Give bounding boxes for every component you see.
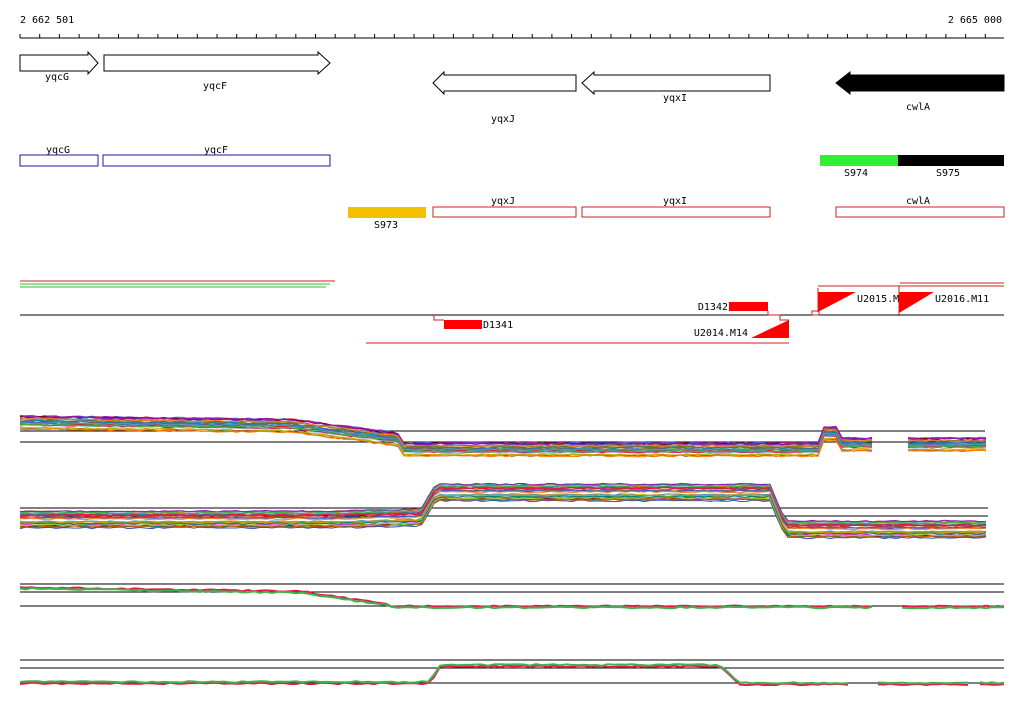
profile-line	[19, 586, 1005, 609]
profile-line	[19, 495, 987, 535]
gene-arrow-cwla[interactable]	[835, 70, 1005, 96]
expression-profile-panel-1	[19, 414, 987, 458]
gene-arrow-label-yqxj: yqxJ	[491, 114, 515, 125]
gene-arrow-yqxi[interactable]	[581, 70, 771, 96]
feature-label-u2014-m14: U2014.M14	[694, 328, 748, 339]
feature-d1342[interactable]	[729, 302, 768, 311]
profile-line	[19, 417, 987, 447]
feature-u2014-m14[interactable]	[751, 320, 789, 338]
segment-label-s974: S974	[844, 168, 868, 179]
profile-line	[19, 494, 986, 534]
plus-gene-label-yqcg: yqcG	[46, 145, 70, 156]
segment-s974[interactable]	[820, 155, 898, 166]
segment-s975[interactable]	[898, 155, 1004, 166]
feature-d1342-connector	[767, 311, 789, 321]
feature-d1341-connector	[433, 315, 444, 321]
profile-line	[19, 421, 987, 451]
gene-arrow-track: yqcG yqcF yqxJ yqxI cwlA	[19, 50, 1005, 125]
minus-gene-box-yqxj[interactable]	[432, 206, 577, 218]
profile-line	[19, 486, 987, 527]
minus-strand-annotation-track: S973 yqxJ yqxI cwlA	[348, 196, 1005, 231]
segment-label-s975: S975	[936, 168, 960, 179]
feature-u2016-m11[interactable]	[899, 292, 934, 313]
segment-label-s973: S973	[374, 220, 398, 231]
minus-gene-label-yqxj: yqxJ	[491, 196, 515, 207]
gene-arrow-label-yqcg: yqcG	[45, 72, 69, 83]
expression-profile-panel-4	[19, 659, 1005, 687]
feature-u2015-m5-marker	[811, 310, 820, 316]
ruler-ticks	[19, 34, 986, 38]
profile-line	[19, 486, 987, 527]
profile-line	[19, 416, 987, 446]
profile-line	[19, 586, 1005, 610]
feature-label-d1341: D1341	[483, 320, 513, 331]
profile-line	[19, 487, 987, 527]
feature-label-u2015-m5: U2015.M5	[857, 294, 905, 305]
profile-line	[19, 428, 987, 458]
profile-line	[19, 484, 987, 525]
gene-arrow-label-yqcf: yqcF	[203, 81, 227, 92]
transcript-feature-track: D1342 D1341 U2015.M5 U2016.M11 U2014.M14	[20, 280, 1004, 344]
profile-line	[19, 496, 987, 537]
feature-label-u2016-m11: U2016.M11	[935, 294, 989, 305]
ruler-end-label: 2 665 000	[948, 15, 1002, 26]
feature-d1341[interactable]	[444, 320, 482, 329]
profile-line	[19, 499, 987, 540]
minus-gene-box-yqxi[interactable]	[581, 206, 771, 218]
profile-line	[20, 419, 987, 450]
minus-gene-box-cwla[interactable]	[835, 206, 1005, 218]
plus-strand-annotation-track: yqcG yqcF S974 S975	[19, 145, 1004, 179]
feature-label-d1342: D1342	[698, 302, 728, 313]
profile-line	[19, 489, 987, 530]
profile-line	[19, 483, 987, 523]
plus-gene-box-yqcf[interactable]	[102, 154, 331, 167]
expression-profile-panel-2	[19, 482, 988, 540]
coordinate-ruler: 2 662 501 2 665 000	[19, 15, 1004, 39]
gene-arrow-yqcf[interactable]	[103, 50, 331, 76]
profile-line	[19, 482, 987, 523]
minus-gene-label-yqxi: yqxI	[663, 196, 687, 207]
expression-profile-panel-3	[19, 583, 1005, 610]
minus-gene-label-cwla: cwlA	[906, 196, 930, 207]
gene-arrow-label-cwla: cwlA	[906, 102, 930, 113]
segment-s973[interactable]	[348, 207, 426, 218]
profile-line	[19, 663, 1005, 685]
plus-gene-box-yqcg[interactable]	[19, 154, 99, 167]
profile-line	[19, 490, 987, 531]
profile-line	[19, 423, 987, 453]
ruler-start-label: 2 662 501	[20, 15, 74, 26]
feature-u2015-m5[interactable]	[818, 292, 856, 312]
gene-arrow-yqxj[interactable]	[432, 70, 577, 96]
profile-line	[19, 496, 987, 537]
gene-arrow-label-yqxi: yqxI	[663, 93, 687, 104]
plus-gene-label-yqcf: yqcF	[204, 145, 228, 156]
gene-arrow-yqcg[interactable]	[19, 50, 99, 76]
